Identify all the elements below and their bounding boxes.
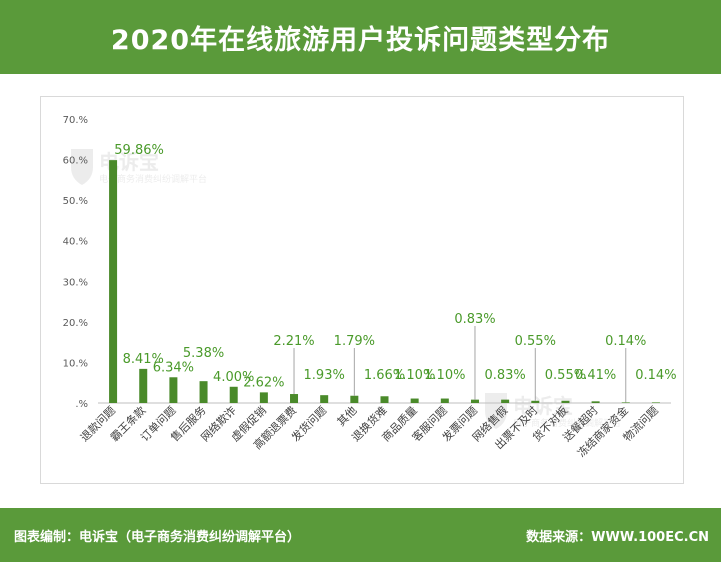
data-label: 0.14% xyxy=(605,334,646,349)
data-label: 1.93% xyxy=(304,368,345,383)
watermark-subtext: 电子商务消费纠纷调解平台 xyxy=(513,417,621,429)
bar-1 xyxy=(109,160,118,403)
bar-14 xyxy=(501,399,510,403)
bar-17 xyxy=(591,401,600,403)
data-label: 2.62% xyxy=(243,375,284,390)
data-label: 0.14% xyxy=(635,368,676,383)
bar-2 xyxy=(139,368,148,403)
data-label: 0.83% xyxy=(484,368,525,383)
bar-4 xyxy=(199,381,208,403)
bar-3 xyxy=(169,377,178,403)
data-label: 59.86% xyxy=(114,143,164,158)
bar-6 xyxy=(259,392,268,403)
bar-5 xyxy=(229,386,238,403)
footer-banner: 图表编制：电诉宝（电子商务消费纠纷调解平台） 数据来源：WWW.100EC.CN xyxy=(0,508,721,562)
watermark-shield-icon xyxy=(71,149,93,185)
data-label: 0.55% xyxy=(515,334,556,349)
chart-frame: 电诉宝 电子商务消费纠纷调解平台 电诉宝 电子商务消费纠纷调解平台.% 10.% 20.%… xyxy=(40,96,684,484)
bar-9 xyxy=(350,395,359,403)
data-label: 1.79% xyxy=(334,334,375,349)
y-tick-label: 60.% xyxy=(63,156,88,167)
y-tick-label: 10.% xyxy=(63,358,88,369)
page-title: 2020年在线旅游用户投诉问题类型分布 xyxy=(110,24,611,56)
data-label: 0.83% xyxy=(454,312,495,327)
bar-11 xyxy=(410,398,419,403)
y-tick-label: 50.% xyxy=(63,196,88,207)
bar-16 xyxy=(561,400,570,403)
y-tick-label: 40.% xyxy=(63,237,88,248)
chart-title-banner: 2020年在线旅游用户投诉问题类型分布 xyxy=(0,0,721,74)
data-label: 6.34% xyxy=(153,360,194,375)
data-label: 0.55% xyxy=(545,368,586,383)
watermark-subtext: 电子商务消费纠纷调解平台 xyxy=(99,173,207,185)
y-tick-label: 20.% xyxy=(63,318,88,329)
y-tick-label: 70.% xyxy=(63,115,88,126)
bar-7 xyxy=(290,394,299,403)
data-label: 5.38% xyxy=(183,346,224,361)
data-label: 1.10% xyxy=(394,368,435,383)
bar-15 xyxy=(531,400,540,403)
bar-13 xyxy=(470,399,479,403)
x-tick-label: 其他 xyxy=(335,404,360,429)
footer-source: 数据来源：WWW.100EC.CN xyxy=(526,530,709,545)
data-label: 4.00% xyxy=(213,370,254,385)
data-label: 1.66% xyxy=(364,368,405,383)
bar-12 xyxy=(440,398,449,403)
watermark-text: 电诉宝 xyxy=(513,394,573,418)
bar-8 xyxy=(320,395,329,403)
watermark-text: 电诉宝 xyxy=(99,150,159,174)
footer-credit: 图表编制：电诉宝（电子商务消费纠纷调解平台） xyxy=(14,530,301,545)
bar-10 xyxy=(380,396,389,403)
bar-19 xyxy=(651,402,660,403)
data-label: 8.41% xyxy=(123,352,164,367)
bar-chart: 电诉宝电子商务消费纠纷调解平台电诉宝电子商务消费纠纷调解平台.%10.%20.%… xyxy=(63,115,677,460)
data-label: 1.10% xyxy=(424,368,465,383)
data-label: 2.21% xyxy=(273,334,314,349)
y-tick-label: .% xyxy=(75,399,88,410)
data-label: 0.41% xyxy=(575,368,616,383)
y-tick-label: 30.% xyxy=(63,277,88,288)
bar-18 xyxy=(621,402,630,403)
